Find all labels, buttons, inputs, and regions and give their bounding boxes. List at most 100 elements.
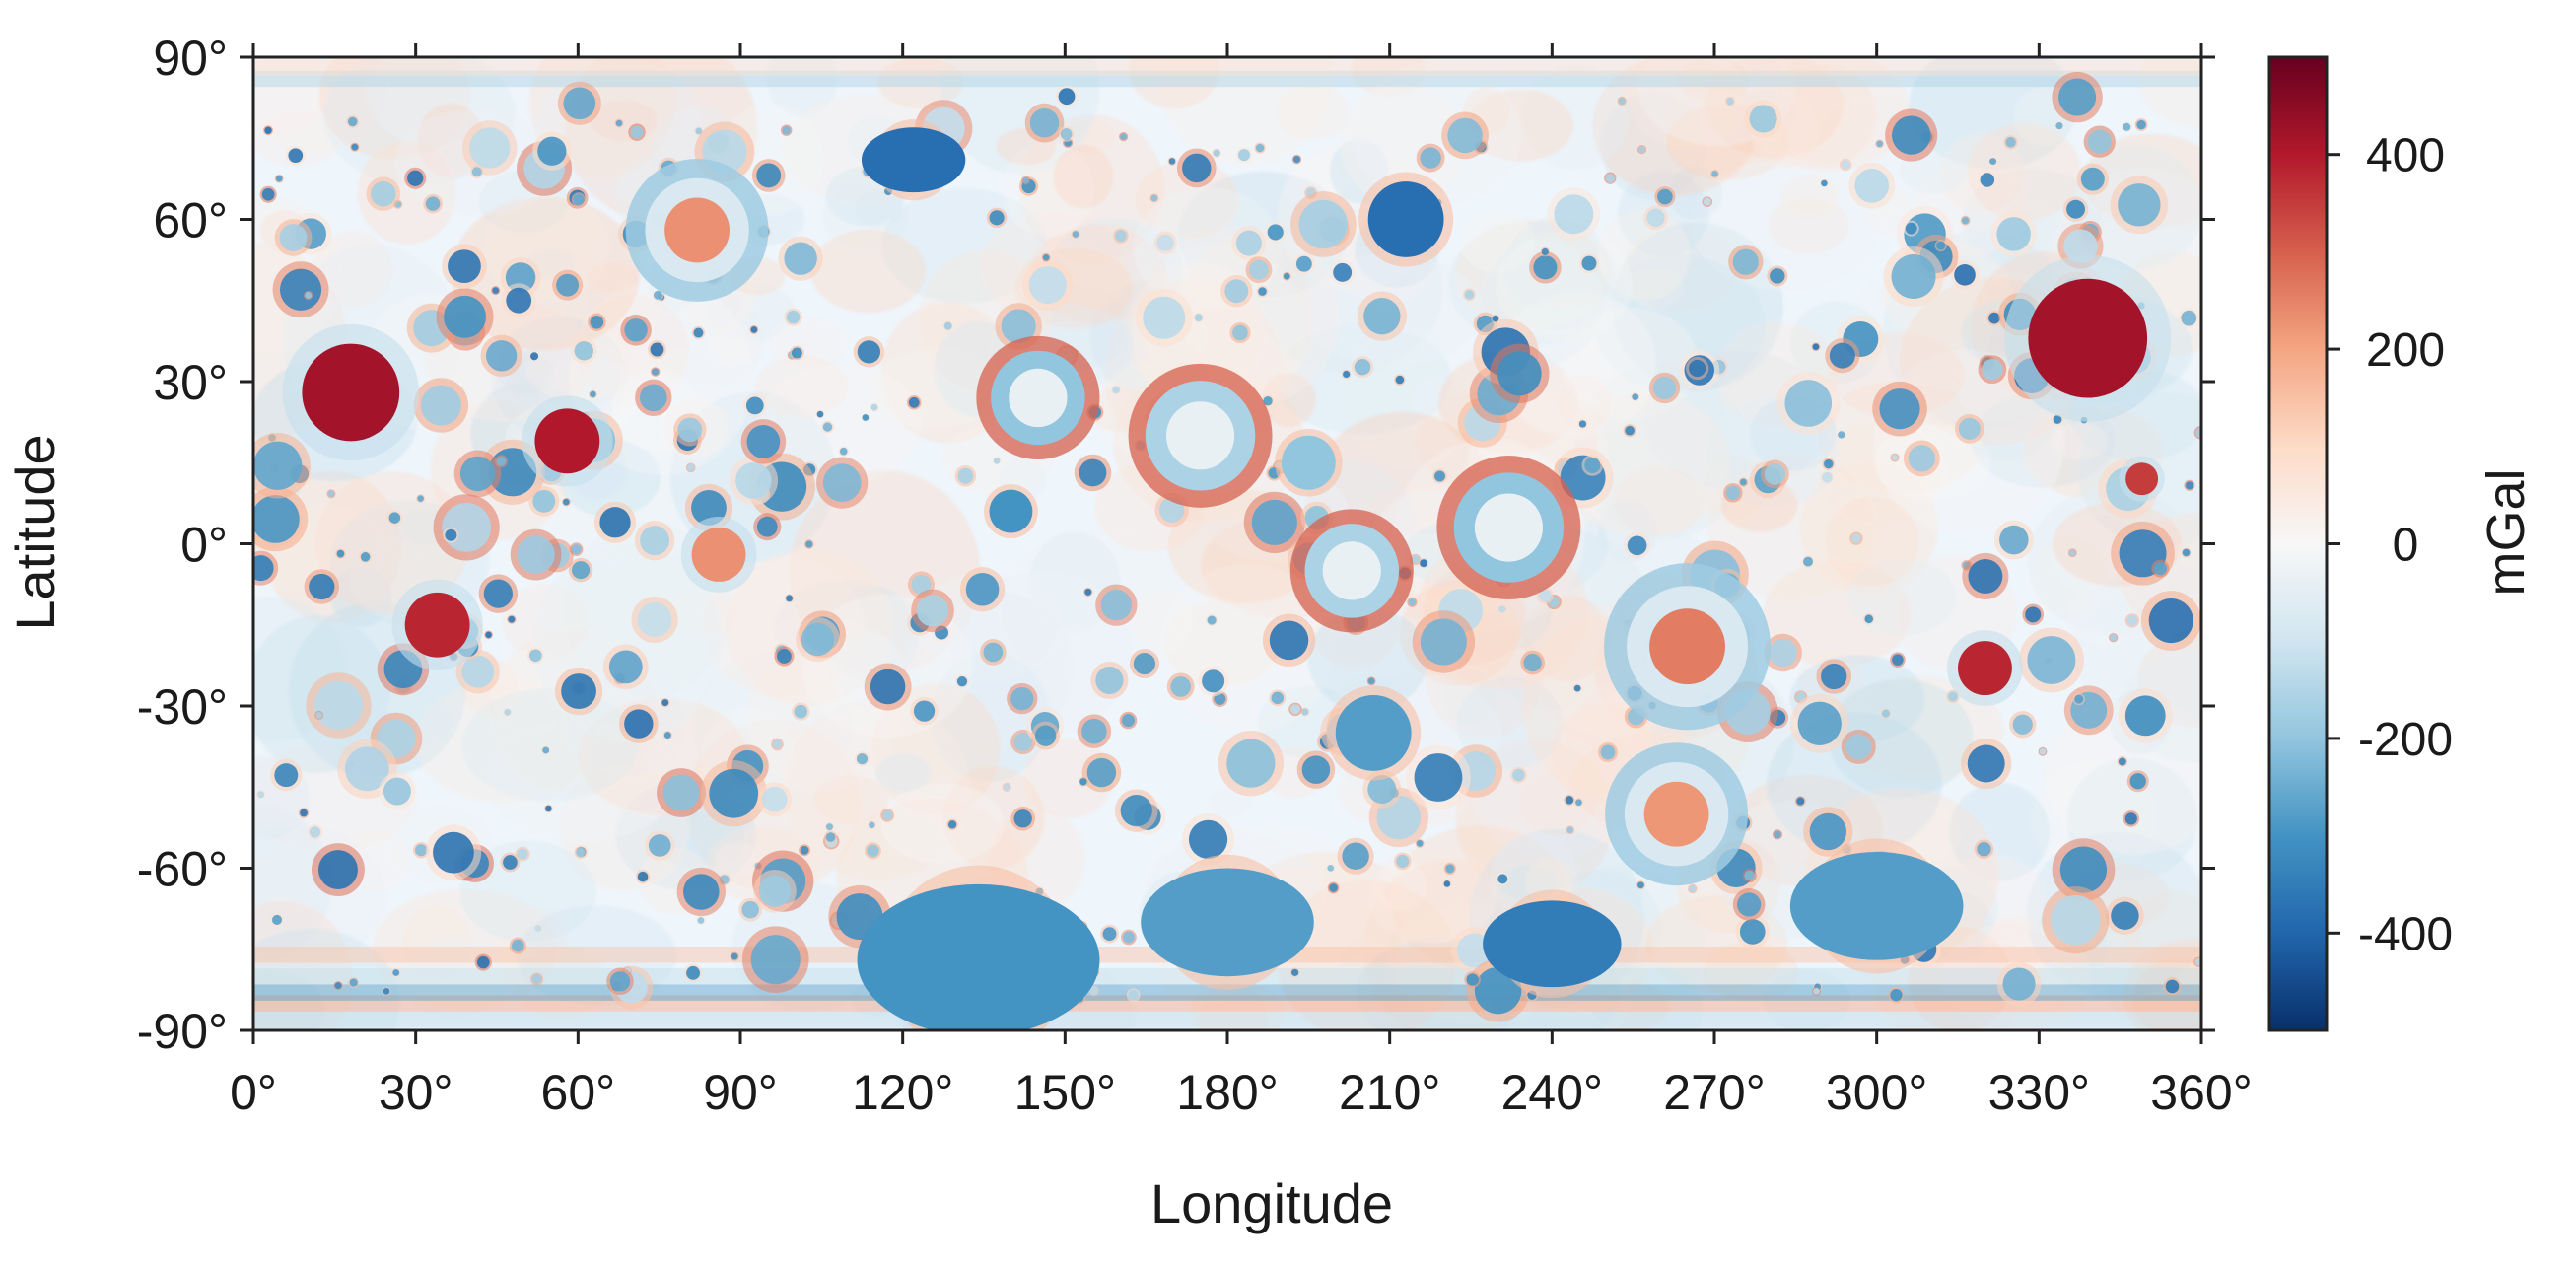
crater-floor [1022,176,1029,184]
basin [1141,868,1314,977]
crater-floor [1445,864,1455,874]
crater-floor [1226,739,1276,788]
crater-floor [856,753,869,765]
crater-floor [1258,287,1267,296]
crater-floor [476,955,490,969]
crater-floor [1301,755,1331,784]
anomaly-patch [875,752,932,793]
crater-floor [1968,559,2003,594]
x-axis: 0° 30° 60° 90° 120° 150° 180° 210° 240° 270° 300° 3… [230,43,2253,1120]
crater-floor [801,622,835,657]
crater-floor [1395,375,1405,385]
crater-floor [791,347,802,359]
crater-floor [1289,704,1300,715]
colorbar-tick-label: -400 [2358,908,2453,960]
crater-floor [2012,714,2033,735]
anomaly-patch [253,928,400,1030]
crater-floor [576,848,586,858]
anomaly-patch [1190,982,1288,1030]
crater-floor [1533,255,1558,280]
crater-floor [1711,170,1718,177]
crater-floor [503,855,518,870]
polar-band [253,1011,2201,1028]
crater-floor [2185,481,2194,490]
crater-floor [253,495,300,543]
crater-floor [1565,796,1574,805]
crater-floor [1100,589,1133,621]
crater-floor [1408,598,1417,606]
crater-floor [822,463,862,503]
crater-floor [383,988,390,995]
crater-floor [1290,968,1299,976]
crater-floor [1464,290,1475,300]
crater-floor [1416,840,1424,847]
mascon [1958,641,2012,696]
crater-floor [537,136,567,166]
basin [1789,851,1964,960]
crater-floor [1575,799,1582,807]
anomaly-patch [2123,939,2201,1030]
crater-floor [1948,691,1958,702]
crater-floor [461,655,495,688]
crater-floor [750,326,758,333]
crater-floor [1905,222,1917,235]
anomaly-patch [1967,122,2081,221]
mascon [664,197,731,263]
crater-floor [1029,107,1060,138]
mascon [2125,462,2159,496]
crater-floor [956,676,968,687]
crater-floor [2136,119,2146,130]
crater-floor [661,699,669,707]
crater-floor [1512,768,1525,782]
crater-floor [2126,615,2138,626]
anomaly-patch [767,57,838,117]
crater-floor [683,874,720,910]
crater-floor [1081,718,1107,744]
basin [989,489,1033,533]
crater-floor [1541,247,1549,256]
colorbar-tick-label: 200 [2366,324,2445,377]
mascon [302,343,400,442]
crater-floor [1194,314,1203,322]
crater-floor [1079,778,1087,786]
crater-floor [517,535,555,574]
crater-floor [257,791,265,799]
basin-center [1165,401,1235,470]
basin-center [1009,368,1068,428]
crater-floor [1657,188,1673,205]
crater-floor [786,310,801,324]
crater-floor [639,384,667,412]
basin-center [1474,493,1544,562]
crater-floor [1456,933,1492,968]
crater-floor [1042,253,1050,261]
crater-floor [534,925,542,933]
crater-floor [1267,224,1284,241]
crater-floor [731,952,738,960]
anomaly-patch [1276,84,1351,141]
basin [857,883,1100,1030]
anomaly-patch [1053,145,1114,209]
y-tick-label: 90° [153,31,228,86]
crater-floor [1737,892,1762,917]
crater-floor [1414,753,1463,802]
crater-floor [1797,701,1842,745]
crater-floor [1554,194,1594,235]
crater-floor [800,845,809,855]
crater-floor [483,579,513,608]
crater-floor [1121,714,1136,728]
anomaly-patch [881,783,1005,864]
crater-floor [1168,158,1176,165]
basin-center [1322,541,1381,600]
crater-floor [637,602,672,637]
crater-floor [448,249,481,284]
crater-floor [511,939,524,952]
crater-floor [1824,458,1834,469]
crater-floor [2055,122,2063,130]
crater-floor [1072,231,1079,238]
crater-floor [1251,499,1297,545]
crater-floor [1796,797,1805,806]
crater-floor [531,974,542,984]
crater-floor [758,875,792,907]
colorbar-label: mGal [2476,468,2536,596]
crater-floor [1248,259,1269,280]
